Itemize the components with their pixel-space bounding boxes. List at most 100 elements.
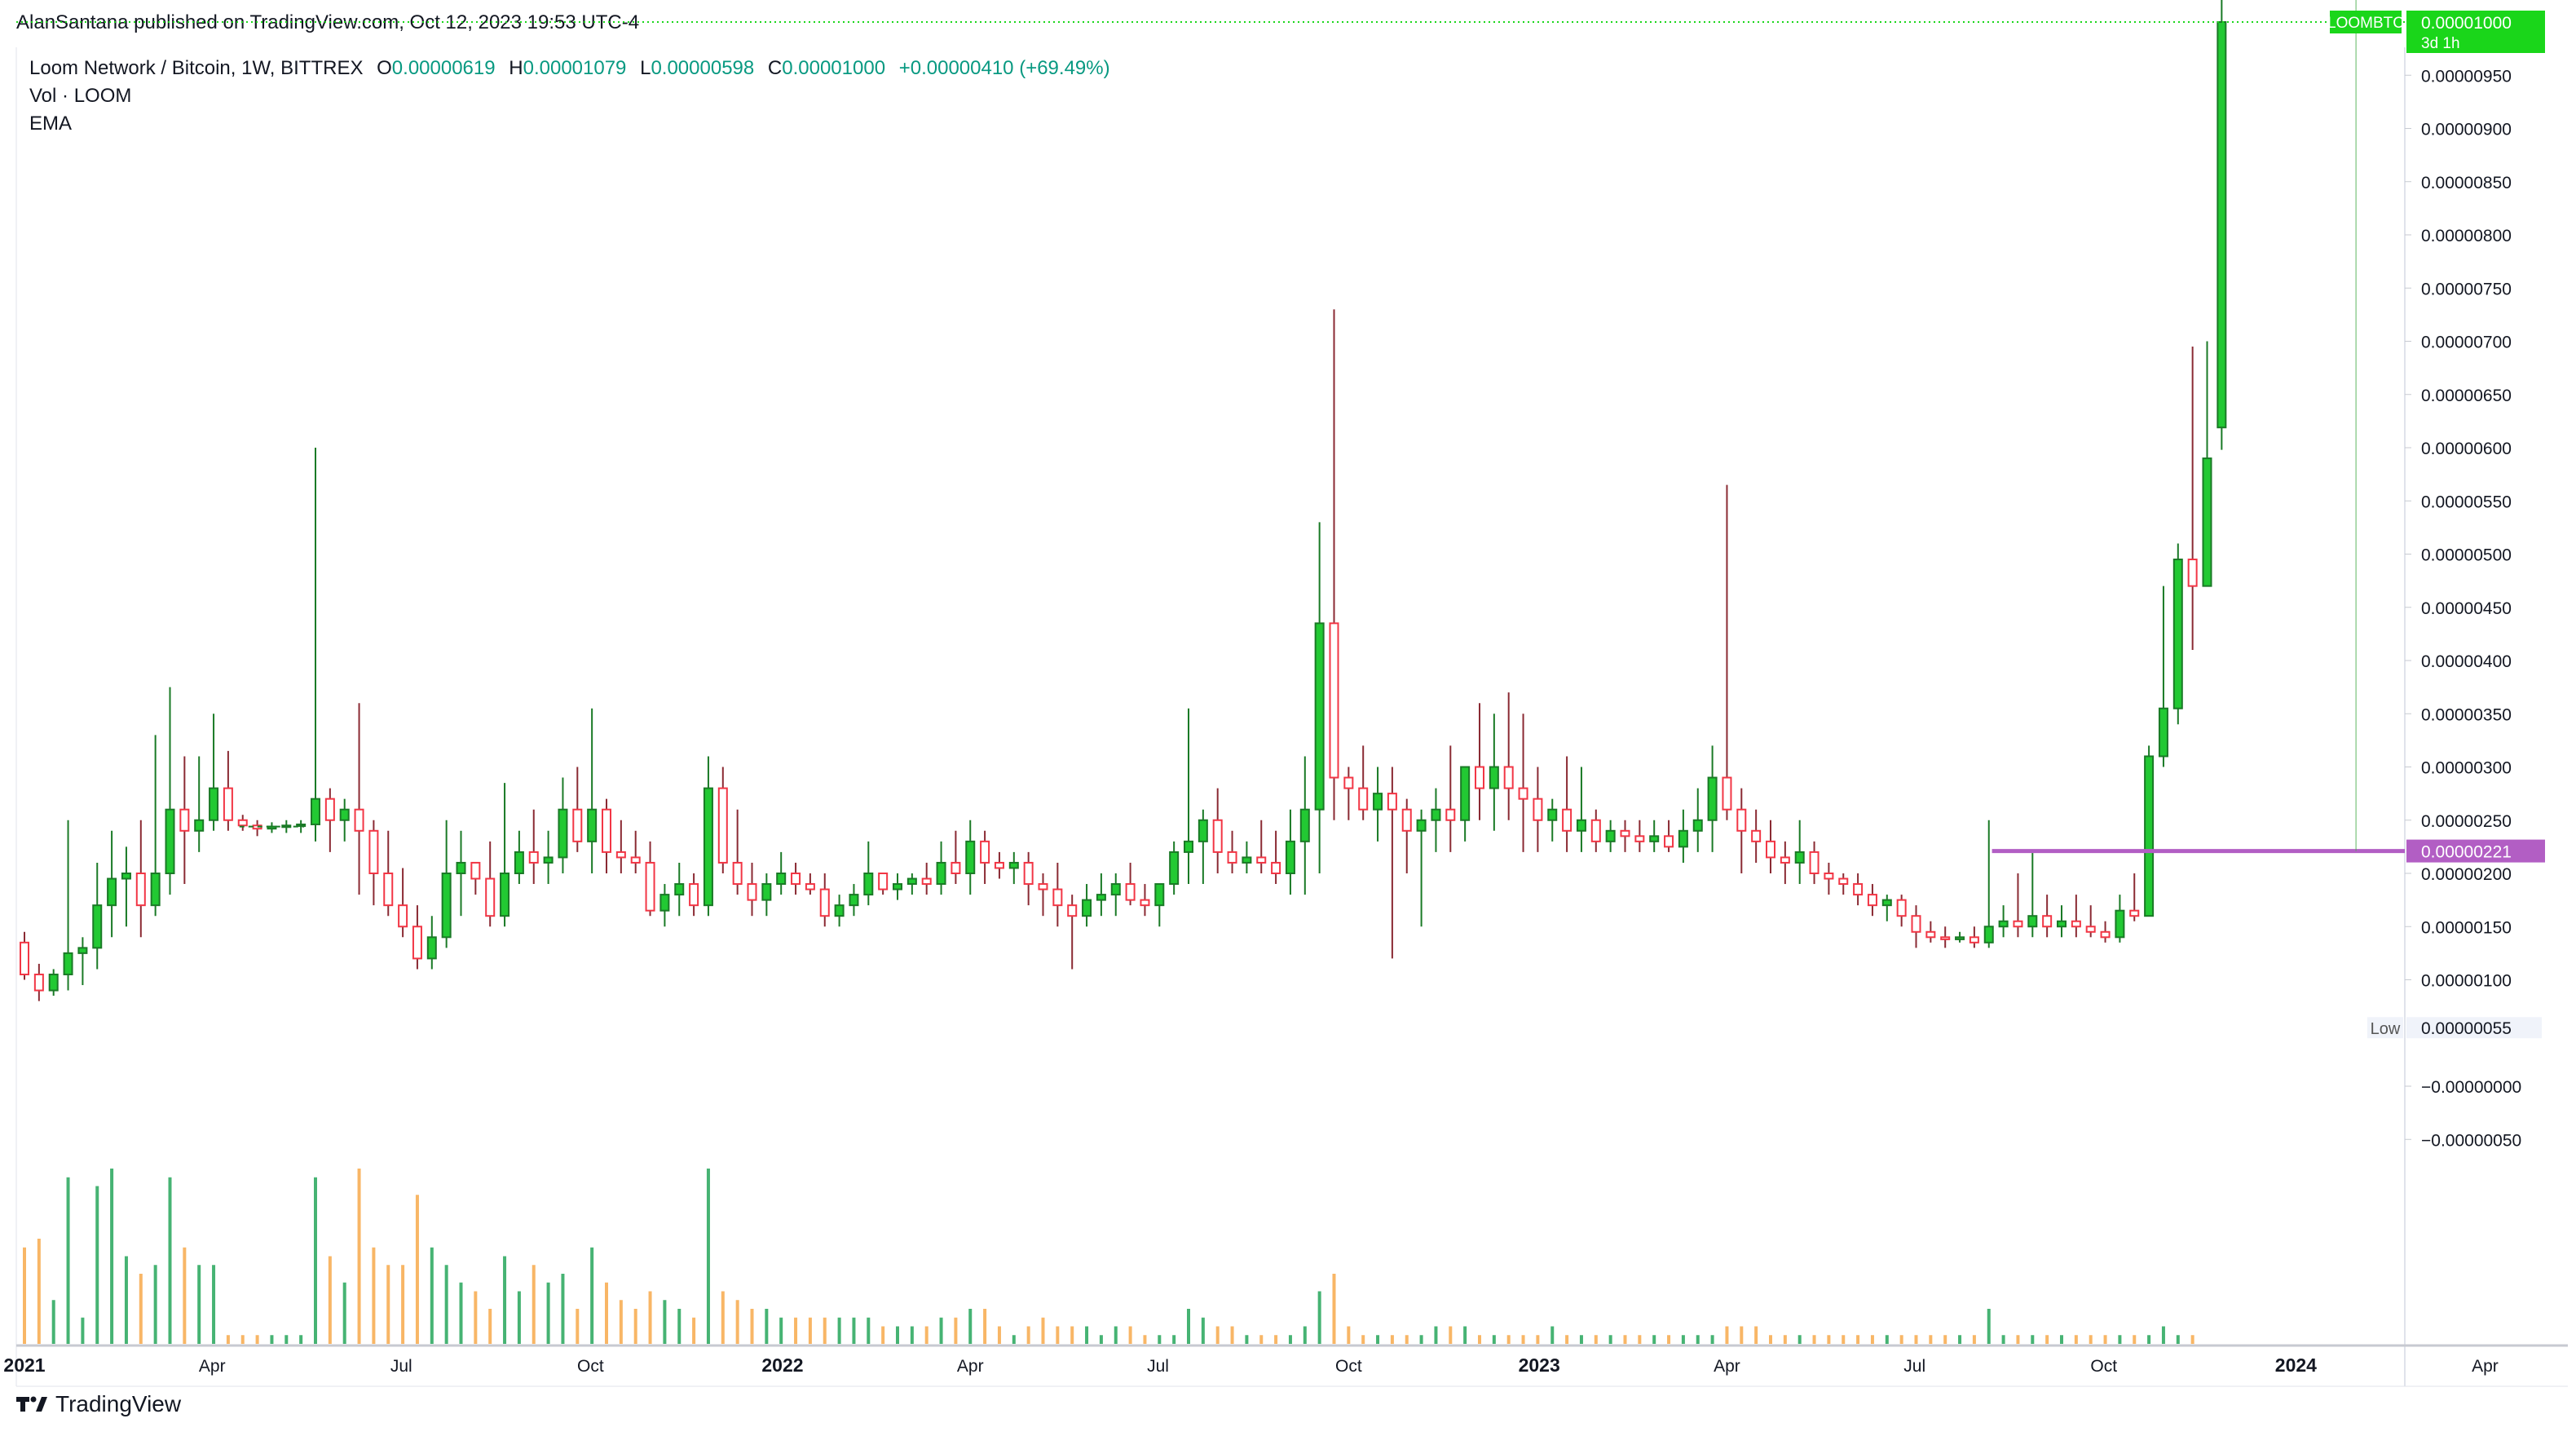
time-tick-label: Apr: [199, 1357, 226, 1376]
volume-indicator-label[interactable]: Vol · LOOM: [29, 85, 132, 107]
volume-bar: [2001, 1335, 2005, 1344]
candle-body: [2202, 457, 2212, 587]
volume-bar: [1958, 1335, 1962, 1344]
candle-body: [2100, 930, 2111, 939]
volume-bar: [2031, 1335, 2035, 1344]
volume-bar: [153, 1265, 157, 1344]
volume-bar: [1492, 1335, 1496, 1344]
volume-bar: [997, 1326, 1001, 1344]
price-tick-label: 0.00000300: [2421, 759, 2512, 778]
volume-bar: [1521, 1335, 1525, 1344]
candle-body: [209, 787, 219, 821]
symbol-price-tag-label: LOOMBTC: [2327, 15, 2404, 32]
candle-body: [1605, 829, 1616, 842]
last-price-value: 0.00001000: [2421, 14, 2512, 33]
volume-bar: [212, 1265, 216, 1344]
volume-bar: [1114, 1326, 1118, 1344]
time-axis[interactable]: 2021 Apr Jul Oct 2022 Apr Jul Oct 2023 Apr Jul Oct 2…: [3, 1354, 2576, 1376]
volume-bar: [474, 1291, 478, 1344]
candle-body: [121, 873, 131, 880]
candle-body: [1489, 766, 1499, 789]
price-tick-label: 0.00000500: [2421, 546, 2512, 565]
ohlc-close-key: C: [767, 57, 783, 79]
candle-body: [1169, 851, 1180, 886]
volume-bar: [51, 1300, 55, 1344]
volume-bar: [1914, 1335, 1918, 1344]
candle-body: [412, 926, 422, 960]
candle-body: [1460, 766, 1471, 821]
volume-bar: [1783, 1335, 1787, 1344]
candle-body: [747, 883, 757, 901]
volume-bar: [2089, 1335, 2093, 1344]
volume-bar: [1463, 1326, 1467, 1344]
price-tick-label: 0.00000150: [2421, 918, 2512, 937]
price-tick-label: 0.00000600: [2421, 440, 2512, 458]
candle-body: [1983, 926, 1994, 943]
volume-bar: [488, 1309, 492, 1344]
ohlc-low-key: L: [640, 57, 651, 79]
candle-body: [615, 851, 626, 859]
volume-bar: [1128, 1326, 1132, 1344]
candle-body: [2071, 920, 2081, 928]
candle-body: [951, 861, 961, 874]
volume-bar: [794, 1317, 798, 1344]
candle-body: [1227, 851, 1237, 864]
symbol-description[interactable]: Loom Network / Bitcoin, 1W, BITTREX: [29, 57, 364, 79]
candle-body: [1023, 861, 1034, 886]
volume-bar: [1419, 1335, 1423, 1344]
candle-body: [77, 947, 88, 954]
candle-body: [1925, 930, 1936, 939]
candle-body: [398, 904, 408, 928]
support-price-badge: [2406, 839, 2545, 863]
candle-body: [1867, 894, 1877, 907]
volume-bar: [2147, 1335, 2151, 1344]
low-marker-label: Low: [2371, 1020, 2401, 1038]
tradingview-logo[interactable]: TradingView: [16, 1391, 181, 1417]
price-tick-label: 0.00000250: [2421, 812, 2512, 831]
volume-bar: [1608, 1335, 1612, 1344]
candle-body: [368, 829, 379, 874]
price-tick-label: 0.00000750: [2421, 280, 2512, 298]
candle-body: [1896, 899, 1907, 917]
volume-bar: [110, 1169, 114, 1344]
candle-body: [2217, 21, 2227, 429]
volume-bar: [1012, 1335, 1016, 1344]
price-tick-label: 0.00000450: [2421, 599, 2512, 618]
volume-bar: [721, 1291, 725, 1344]
volume-bar: [735, 1300, 739, 1344]
candle-body: [1052, 888, 1063, 907]
candle-body: [1809, 851, 1820, 875]
chart-overlays: 0.00000857 (385.79%) 857: [16, 0, 2405, 854]
volume-bar: [954, 1317, 958, 1344]
candle-body: [1634, 835, 1645, 842]
candle-body: [1969, 936, 1979, 943]
candle-body: [1736, 808, 1747, 832]
volume-bar: [1376, 1335, 1380, 1344]
volume-bar: [867, 1317, 871, 1344]
ohlc-close: 0.00001000: [782, 57, 886, 79]
volume-bar: [837, 1317, 841, 1344]
volume-bar: [1827, 1335, 1831, 1344]
volume-bar: [968, 1309, 973, 1344]
candle-body: [1824, 873, 1834, 880]
volume-bar: [1201, 1317, 1205, 1344]
candles: [20, 0, 2227, 1001]
volume-bar: [1842, 1335, 1846, 1344]
ohlc-high-key: H: [509, 57, 523, 79]
volume-bar: [750, 1309, 754, 1344]
support-price-value: 0.00000221: [2421, 843, 2512, 862]
candle-body: [2085, 926, 2096, 933]
ema-indicator-label[interactable]: EMA: [29, 113, 73, 135]
candle-body: [1794, 851, 1805, 864]
volume-bar: [1856, 1335, 1860, 1344]
price-axis[interactable]: 0.000011500.000011000.000010500.00000950…: [2327, 0, 2545, 1150]
volume-bar: [910, 1326, 914, 1344]
volume-bar: [1478, 1335, 1481, 1344]
candle-body: [383, 873, 394, 907]
candle-body: [92, 904, 103, 949]
volume-bar: [546, 1282, 550, 1344]
volume-bar: [270, 1335, 274, 1344]
candle-body: [1678, 829, 1688, 848]
candle-body: [63, 952, 73, 975]
